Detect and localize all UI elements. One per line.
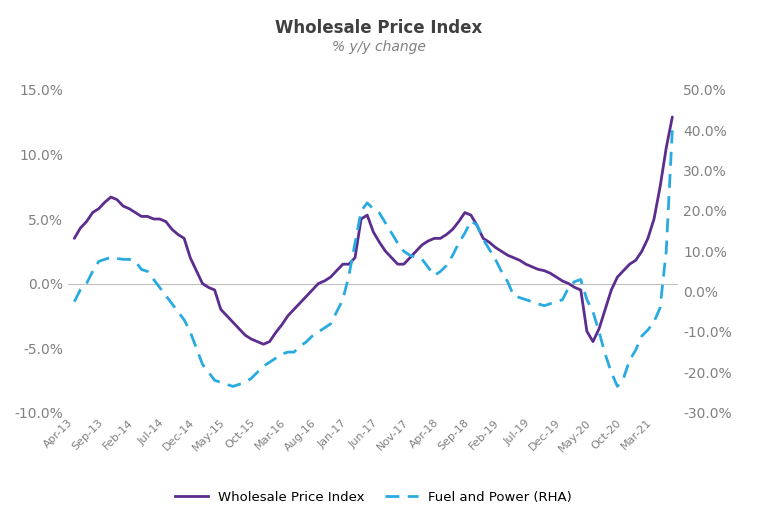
Text: Wholesale Price Index: Wholesale Price Index [275,19,483,37]
Title: Wholesale Price Index
% y/y change: Wholesale Price Index % y/y change [0,528,1,529]
Legend: Wholesale Price Index, Fuel and Power (RHA): Wholesale Price Index, Fuel and Power (R… [170,486,577,509]
Text: % y/y change: % y/y change [332,40,426,53]
